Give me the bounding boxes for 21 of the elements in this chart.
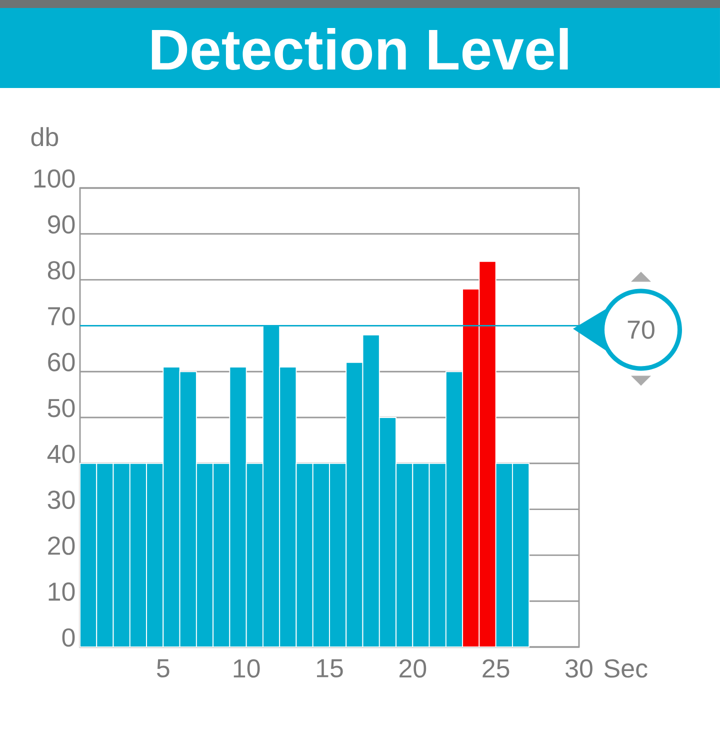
x-tick-label: 30 [566,659,592,678]
y-tick-label: 80 [48,261,75,280]
y-tick-label: 20 [48,536,75,555]
y-tick-label: 40 [47,444,75,464]
x-tick-label: 20 [400,659,426,678]
y-tick-label: 100 [34,169,75,188]
y-tick-label: 0 [62,628,75,647]
y-tick-label: 50 [48,398,75,418]
ref-line-label: 70 [628,320,654,339]
y-axis-title: db [31,127,58,146]
y-tick-label: 90 [48,215,75,234]
x-axis-title: Sec [604,659,648,678]
x-tick-label: 5 [156,659,170,678]
y-tick-label: 30 [48,490,75,510]
x-tick-label: 25 [482,659,510,678]
chart-title: Detection Level [152,28,568,70]
x-tick-label: 15 [317,659,343,678]
y-tick-label: 10 [48,582,75,601]
x-tick-label: 10 [234,659,260,678]
y-tick-label: 60 [48,352,75,372]
y-tick-label: 70 [48,307,75,326]
